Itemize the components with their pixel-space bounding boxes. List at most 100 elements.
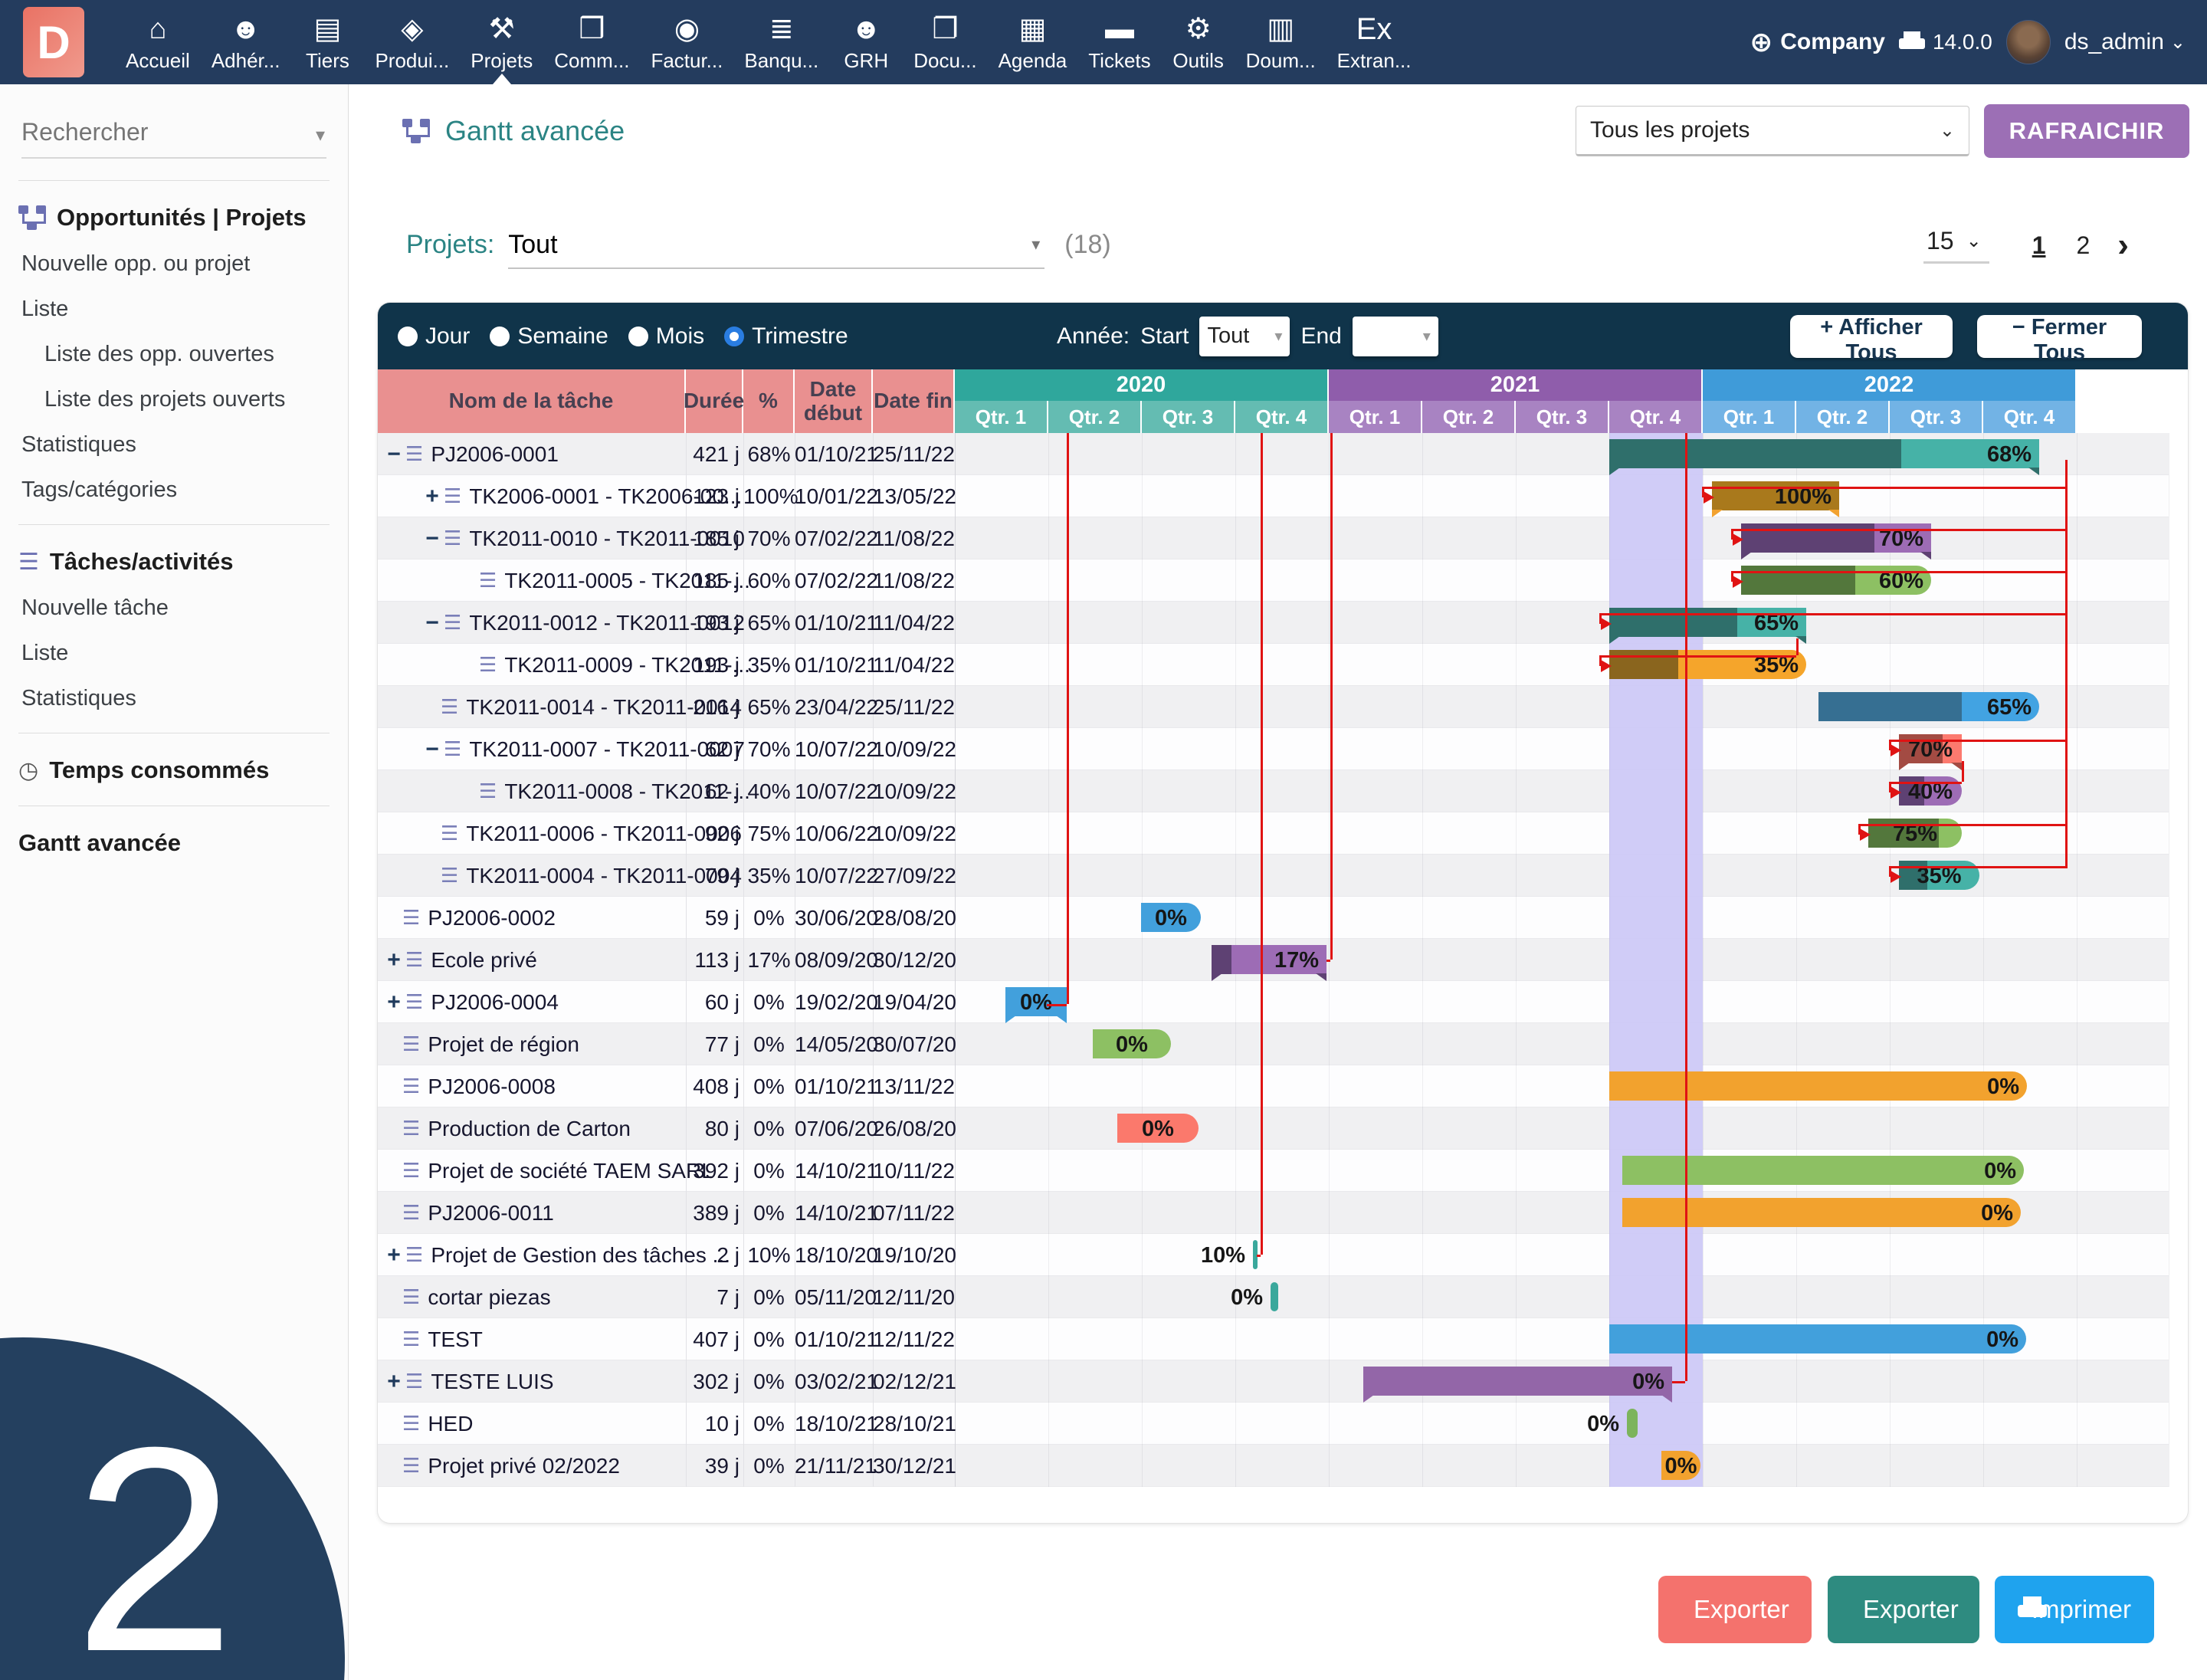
task-name[interactable]: Production de Carton — [428, 1116, 631, 1140]
task-name[interactable]: PJ2006-0004 — [431, 989, 559, 1014]
task-row-tk2011-0004---tk2011-0004[interactable]: ☰ TK2011-0004 - TK2011-0004 — [378, 855, 955, 897]
task-row-tk2011-0008---tk2011----[interactable]: ☰ TK2011-0008 - TK2011-... — [378, 770, 955, 812]
expand-icon[interactable]: + — [425, 483, 439, 509]
search-caret-icon[interactable]: ▾ — [315, 125, 325, 146]
nav-item-comm[interactable]: ❒ Comm... — [543, 0, 640, 84]
nav-item-grh[interactable]: ☻ GRH — [829, 0, 903, 84]
gantt-bar[interactable]: 17% — [1212, 945, 1326, 981]
collapse-icon[interactable]: − — [425, 736, 439, 762]
task-name[interactable]: PJ2006-0008 — [428, 1074, 556, 1098]
gantt-bar[interactable]: 70% — [1899, 734, 1962, 770]
task-name[interactable]: PJ2006-0011 — [428, 1200, 554, 1225]
export-excel-button[interactable]: x Exporter — [1828, 1576, 1979, 1643]
sidebar-section-2[interactable]: ◷ Temps consommés — [18, 756, 348, 784]
sidebar-item-statistiques[interactable]: Statistiques — [21, 432, 136, 457]
nav-item-extran[interactable]: Ex Extran... — [1326, 0, 1422, 84]
expand-icon[interactable]: + — [387, 1368, 401, 1394]
radio-trimestre[interactable]: Trimestre — [724, 323, 848, 349]
task-row-projet-de-soci-t--taem-sarl[interactable]: ☰ Projet de société TAEM SARL — [378, 1150, 955, 1192]
task-row-projet-priv--02-2022[interactable]: ☰ Projet privé 02/2022 — [378, 1445, 955, 1487]
company-menu[interactable]: ⊕ Company — [1750, 26, 1885, 58]
gantt-bar[interactable]: 75% — [1868, 819, 1962, 848]
nav-item-factur[interactable]: ◉ Factur... — [640, 0, 733, 84]
task-name[interactable]: Projet de société TAEM SARL — [428, 1158, 713, 1183]
task-name[interactable]: TEST — [428, 1327, 483, 1351]
gantt-bar[interactable]: 0% — [1363, 1367, 1672, 1403]
task-row-projet-de-r-gion[interactable]: ☰ Projet de région — [378, 1023, 955, 1065]
gantt-bar[interactable]: 40% — [1899, 776, 1962, 806]
collapse-icon[interactable]: − — [425, 609, 439, 635]
print-button[interactable]: Imprimer — [1995, 1576, 2154, 1643]
task-name[interactable]: PJ2006-0001 — [431, 441, 559, 466]
task-row-cortar-piezas[interactable]: ☰ cortar piezas — [378, 1276, 955, 1318]
gantt-bar[interactable]: 35% — [1899, 861, 1979, 890]
radio-semaine[interactable]: Semaine — [490, 323, 608, 349]
task-row-tk2011-0007---tk2011-0007[interactable]: − ☰ TK2011-0007 - TK2011-0007 — [378, 728, 955, 770]
nav-item-adhr[interactable]: ☻ Adhér... — [201, 0, 291, 84]
task-row-pj2006-0011[interactable]: ☰ PJ2006-0011 — [378, 1192, 955, 1234]
expand-icon[interactable]: + — [387, 989, 401, 1015]
dolibarr-logo[interactable]: D — [23, 7, 84, 77]
gantt-bar[interactable]: 0% — [1231, 1282, 1278, 1311]
radio-jour[interactable]: Jour — [398, 323, 470, 349]
task-name[interactable]: TK2011-0004 - TK2011-0004 — [466, 863, 742, 888]
gantt-bar[interactable]: 70% — [1741, 523, 1931, 559]
gantt-bar[interactable]: 35% — [1609, 650, 1806, 679]
task-name[interactable]: TK2011-0010 - TK2011-0010 — [469, 526, 745, 550]
task-name[interactable]: PJ2006-0002 — [428, 905, 556, 930]
gantt-bar[interactable]: 0% — [1141, 903, 1201, 932]
task-row-pj2006-0004[interactable]: + ☰ PJ2006-0004 — [378, 981, 955, 1023]
sidebar-item-liste-des-projets-ouverts[interactable]: Liste des projets ouverts — [44, 387, 286, 412]
task-row-tk2006-0001---tk2006-00---[interactable]: + ☰ TK2006-0001 - TK2006-00... — [378, 475, 955, 517]
task-row-pj2006-0008[interactable]: ☰ PJ2006-0008 — [378, 1065, 955, 1107]
gantt-bar[interactable]: 0% — [1622, 1156, 2024, 1185]
projects-select[interactable]: Tout ▾ — [508, 230, 1045, 269]
nav-item-accueil[interactable]: ⌂ Accueil — [115, 0, 201, 84]
sidebar-item-liste[interactable]: Liste — [21, 297, 69, 321]
task-row-tk2011-0012---tk2011-0012[interactable]: − ☰ TK2011-0012 - TK2011-0012 — [378, 602, 955, 644]
task-row-pj2006-0002[interactable]: ☰ PJ2006-0002 — [378, 897, 955, 939]
task-row-projet-de-gestion-des-t-ches----[interactable]: + ☰ Projet de Gestion des tâches ... — [378, 1234, 955, 1276]
task-row-production-de-carton[interactable]: ☰ Production de Carton — [378, 1107, 955, 1150]
task-name[interactable]: TESTE LUIS — [431, 1369, 554, 1393]
task-row-tk2011-0009---tk2011----[interactable]: ☰ TK2011-0009 - TK2011-... — [378, 644, 955, 686]
task-name[interactable]: Projet de région — [428, 1032, 579, 1056]
task-row-hed[interactable]: ☰ HED — [378, 1403, 955, 1445]
nav-item-doum[interactable]: ▥ Doum... — [1235, 0, 1326, 84]
gantt-bar[interactable]: 65% — [1609, 608, 1806, 644]
task-name[interactable]: TK2011-0005 - TK2011-... — [504, 568, 750, 592]
task-name[interactable]: Projet de Gestion des tâches ... — [431, 1242, 730, 1267]
search-input[interactable] — [21, 118, 326, 146]
task-name[interactable]: TK2011-0006 - TK2011-0006 — [466, 821, 742, 845]
task-row-pj2006-0001[interactable]: − ☰ PJ2006-0001 — [378, 433, 955, 475]
gantt-bar[interactable]: 0% — [1093, 1029, 1171, 1058]
gantt-bar[interactable]: 0% — [1609, 1071, 2027, 1101]
task-name[interactable]: TK2006-0001 - TK2006-00... — [469, 484, 743, 508]
gantt-bar[interactable]: 0% — [1005, 987, 1067, 1023]
task-row-ecole-priv-[interactable]: + ☰ Ecole privé — [378, 939, 955, 981]
task-name[interactable]: TK2011-0008 - TK2011-... — [504, 779, 750, 803]
gantt-bar[interactable]: 0% — [1661, 1451, 1700, 1480]
sidebar-item-liste[interactable]: Liste — [21, 641, 69, 665]
sidebar-item-liste-des-opp--ouvertes[interactable]: Liste des opp. ouvertes — [44, 342, 274, 366]
task-name[interactable]: TK2011-0014 - TK2011-0014 — [466, 694, 742, 719]
task-name[interactable]: TK2011-0012 - TK2011-0012 — [469, 610, 745, 635]
task-name[interactable]: TK2011-0007 - TK2011-0007 — [469, 737, 745, 761]
task-name[interactable]: HED — [428, 1411, 474, 1436]
nav-item-produi[interactable]: ◈ Produi... — [364, 0, 460, 84]
task-row-teste-luis[interactable]: + ☰ TESTE LUIS — [378, 1360, 955, 1403]
nav-item-outils[interactable]: ⚙ Outils — [1162, 0, 1235, 84]
task-row-tk2011-0010---tk2011-0010[interactable]: − ☰ TK2011-0010 - TK2011-0010 — [378, 517, 955, 559]
avatar[interactable] — [2005, 20, 2051, 64]
sidebar-section-0[interactable]: Opportunités | Projets — [18, 204, 348, 231]
task-name[interactable]: cortar piezas — [428, 1285, 551, 1309]
nav-item-docu[interactable]: ❐ Docu... — [903, 0, 987, 84]
start-year-select[interactable]: Tout ▾ — [1199, 316, 1290, 356]
user-menu[interactable]: ds_admin ⌄ — [2064, 29, 2186, 55]
project-filter-select[interactable]: Tous les projets ⌄ — [1576, 106, 1969, 156]
sidebar-item-nouvelle-opp--ou-projet[interactable]: Nouvelle opp. ou projet — [21, 251, 251, 276]
collapse-all-button[interactable]: − Fermer Tous — [1977, 314, 2142, 365]
end-year-select[interactable]: ▾ — [1352, 316, 1438, 356]
task-row-tk2011-0005---tk2011----[interactable]: ☰ TK2011-0005 - TK2011-... — [378, 559, 955, 602]
sidebar-item-statistiques[interactable]: Statistiques — [21, 686, 136, 710]
